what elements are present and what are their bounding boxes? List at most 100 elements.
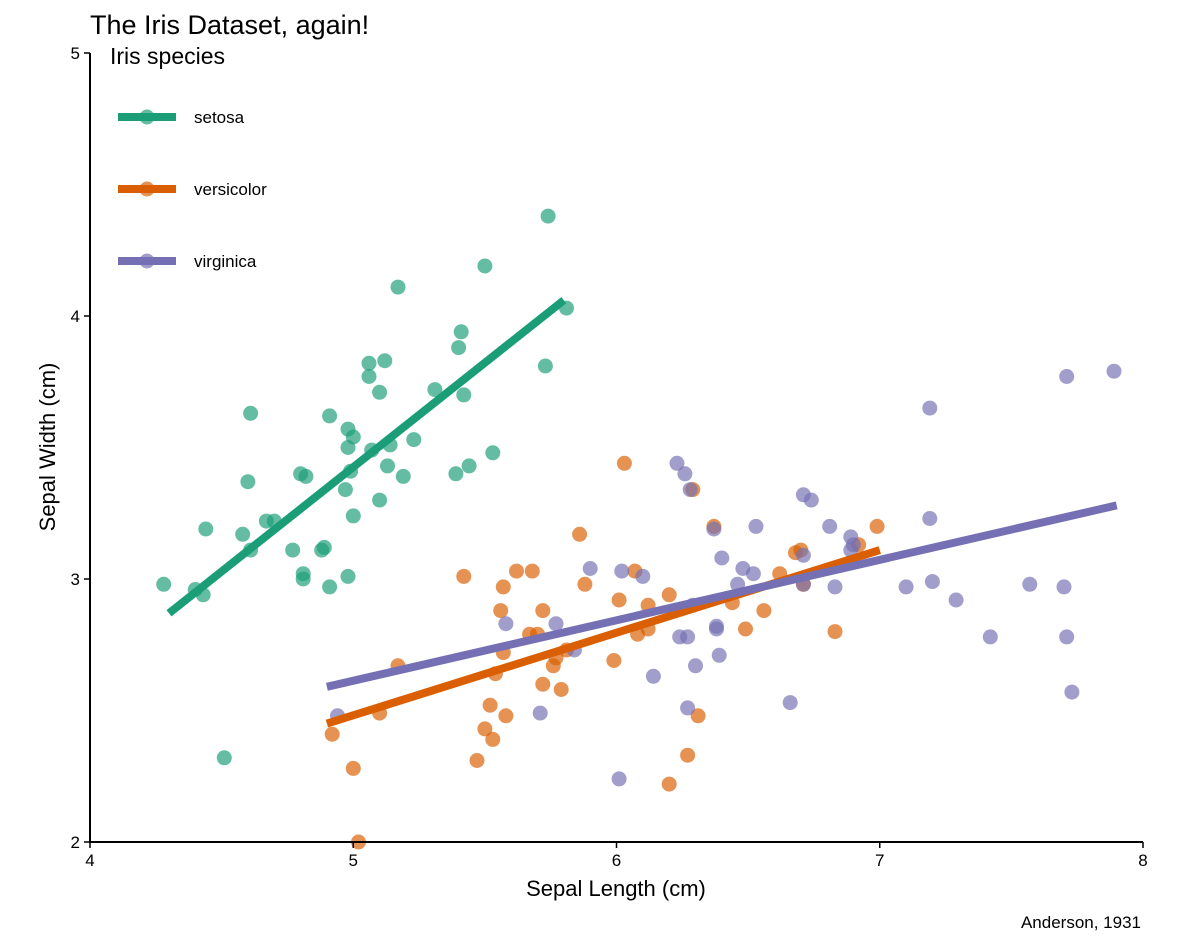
point-virginica-28 [795,547,811,563]
point-versicolor-42 [756,603,772,619]
point-virginica-36 [845,537,861,553]
point-setosa-35 [390,279,406,295]
point-virginica-13 [680,629,696,645]
legend-key-dot-versicolor [139,181,155,197]
point-virginica-25 [745,566,761,582]
point-virginica-6 [611,771,627,787]
point-virginica-31 [803,492,819,508]
point-virginica-17 [688,658,703,674]
point-virginica-37 [898,579,914,595]
point-virginica-9 [645,668,661,684]
x-axis-ticks: 4 5 6 7 8 [85,842,1148,870]
point-virginica-27 [782,695,798,711]
chart-title: The Iris Dataset, again! [90,10,369,40]
point-virginica-26 [748,518,764,534]
point-setosa-31 [372,492,388,508]
point-virginica-7 [614,563,630,579]
point-versicolor-34 [661,587,677,603]
point-setosa-27 [361,369,377,384]
point-setosa-15 [298,468,314,484]
point-setosa-36 [395,468,411,484]
point-setosa-26 [345,429,361,445]
point-setosa-40 [451,340,467,356]
y-tick-label-4: 4 [71,307,80,326]
point-setosa-20 [337,482,353,498]
point-virginica-44 [1056,579,1072,595]
point-setosa-38 [427,382,443,398]
point-versicolor-14 [498,708,514,724]
legend: Iris species setosa versicolor virginica [110,43,267,271]
point-setosa-11 [285,542,301,558]
legend-item-versicolor: versicolor [118,180,267,199]
point-setosa-28 [361,355,377,371]
point-virginica-47 [1064,684,1080,700]
point-versicolor-49 [869,518,885,534]
point-setosa-30 [372,384,388,400]
y-tick-label-3: 3 [71,570,80,589]
legend-key-dot-virginica [139,253,155,269]
point-virginica-3 [548,616,564,632]
point-setosa-0 [156,576,172,592]
point-versicolor-0 [324,726,340,742]
point-virginica-2 [532,705,548,721]
point-versicolor-1 [345,760,361,776]
point-setosa-32 [377,353,393,369]
point-versicolor-26 [577,576,593,592]
point-virginica-46 [1059,629,1075,645]
point-versicolor-17 [524,563,540,579]
point-virginica-10 [669,455,685,471]
point-versicolor-9 [485,731,501,747]
x-tick-label-8: 8 [1138,851,1147,870]
point-setosa-17 [316,539,332,555]
point-virginica-41 [948,592,964,608]
point-setosa-23 [340,568,356,584]
point-versicolor-6 [469,753,485,768]
point-virginica-20 [709,621,724,637]
point-versicolor-8 [482,697,498,713]
point-setosa-41 [453,324,469,340]
point-setosa-47 [540,208,556,224]
point-versicolor-7 [477,721,493,737]
point-setosa-45 [485,445,501,461]
point-virginica-45 [1059,369,1075,384]
point-virginica-39 [922,511,938,526]
y-axis-ticks: 2 3 4 5 [71,44,90,852]
point-virginica-8 [635,568,651,584]
point-virginica-1 [498,616,514,632]
point-virginica-40 [924,574,940,590]
point-setosa-39 [448,466,464,482]
point-virginica-33 [827,579,843,595]
y-axis-title: Sepal Width (cm) [35,363,60,532]
fit-line-virginica [326,501,1118,691]
point-virginica-15 [682,482,698,498]
point-virginica-48 [1106,363,1122,379]
point-setosa-14 [295,571,311,587]
legend-items: setosa versicolor virginica [118,108,267,271]
point-versicolor-38 [690,708,706,724]
point-setosa-19 [322,579,338,595]
point-versicolor-20 [535,603,551,619]
point-versicolor-47 [827,624,843,640]
point-virginica-42 [982,629,998,645]
legend-item-setosa: setosa [118,108,245,127]
point-virginica-12 [677,466,693,482]
x-tick-label-5: 5 [349,851,358,870]
legend-item-virginica: virginica [118,252,257,271]
point-setosa-46 [537,358,553,374]
point-setosa-6 [240,474,256,490]
point-virginica-38 [922,400,938,416]
fit-lines-layer [166,297,1118,728]
plot-area [156,208,1122,850]
point-versicolor-35 [661,776,677,792]
point-setosa-42 [456,387,472,403]
x-tick-label-4: 4 [85,851,94,870]
point-virginica-22 [714,550,730,566]
point-virginica-18 [706,521,722,537]
point-versicolor-27 [606,653,622,668]
point-setosa-37 [406,432,422,448]
x-tick-label-6: 6 [612,851,621,870]
point-virginica-21 [711,647,727,663]
point-versicolor-11 [493,603,509,619]
legend-label-virginica: virginica [194,252,257,271]
